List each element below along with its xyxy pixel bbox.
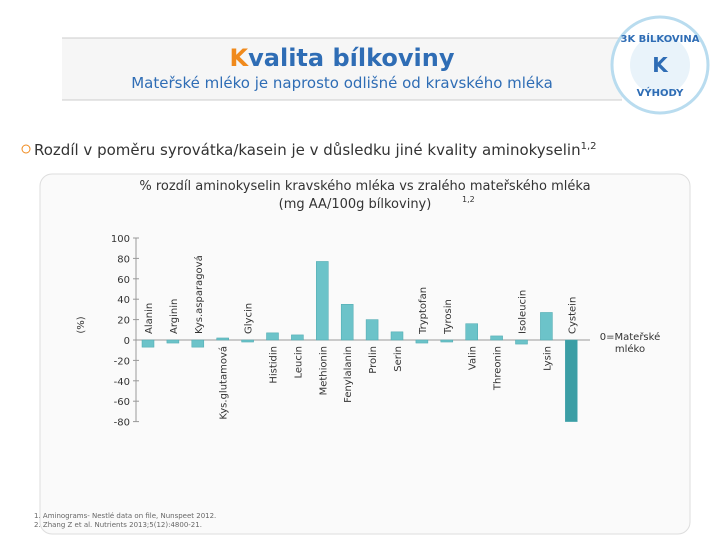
y-axis-label: (%) bbox=[76, 316, 87, 333]
bar bbox=[266, 332, 279, 341]
y-tick-label: 20 bbox=[117, 316, 130, 327]
y-tick-label: -20 bbox=[114, 356, 130, 367]
bar bbox=[241, 339, 254, 343]
x-tick-label: Cystein bbox=[567, 297, 578, 334]
bar bbox=[216, 337, 229, 341]
x-tick-label: Glycin bbox=[244, 303, 255, 334]
chart-title: % rozdíl aminokyselin kravského mléka vs… bbox=[139, 179, 590, 194]
y-tick-label: 80 bbox=[117, 254, 130, 265]
bar bbox=[440, 339, 454, 343]
bar bbox=[340, 304, 354, 341]
y-tick-label: 60 bbox=[117, 275, 130, 286]
x-tick-label: Threonin bbox=[493, 346, 504, 391]
x-tick-label: Fenylalanin bbox=[343, 346, 354, 403]
x-tick-label: Leucin bbox=[293, 346, 304, 379]
x-tick-label: Isoleucin bbox=[518, 290, 529, 334]
y-tick-label: 100 bbox=[111, 234, 130, 245]
bullet-sup: 1,2 bbox=[580, 141, 597, 152]
header-box bbox=[62, 38, 622, 100]
x-tick-label: Prolin bbox=[368, 346, 379, 374]
note: 0=Mateřské bbox=[600, 331, 660, 343]
logo-top: 3K BÍLKOVINA bbox=[620, 32, 699, 45]
x-tick-label: Alanin bbox=[144, 303, 155, 334]
bar bbox=[316, 261, 329, 341]
bullet: Rozdíl v poměru syrovátka/kasein je v dů… bbox=[34, 141, 596, 159]
bar bbox=[490, 335, 503, 341]
x-tick-label: Tryptofan bbox=[418, 287, 429, 335]
title: Kvalita bílkoviny bbox=[229, 44, 455, 72]
y-tick-label: 40 bbox=[117, 295, 130, 306]
chart-title: (mg AA/100g bílkoviny) bbox=[279, 197, 432, 212]
footnote: 1. Aminograms- Nestlé data on file, Nuns… bbox=[34, 512, 216, 520]
subtitle: Mateřské mléko je naprosto odlišné od kr… bbox=[131, 74, 553, 92]
bar bbox=[390, 331, 404, 341]
chart-panel bbox=[39, 173, 691, 535]
x-tick-label: Methionin bbox=[318, 346, 329, 395]
x-tick-label: Kys.asparagová bbox=[193, 255, 205, 334]
bar bbox=[465, 323, 478, 341]
logo-inner bbox=[630, 35, 690, 95]
bullet-text: Rozdíl v poměru syrovátka/kasein je v dů… bbox=[34, 141, 581, 159]
x-tick-label: Kys.glutamová bbox=[218, 346, 230, 420]
x-tick-label: Lysin bbox=[542, 346, 553, 371]
bar bbox=[515, 339, 528, 345]
bar bbox=[365, 319, 379, 341]
y-tick-label: 0 bbox=[124, 336, 130, 347]
x-tick-label: Serin bbox=[393, 346, 404, 372]
y-tick-label: -60 bbox=[114, 397, 130, 408]
y-tick-label: -80 bbox=[114, 418, 130, 429]
bar bbox=[141, 339, 155, 348]
y-tick-label: -40 bbox=[114, 377, 130, 388]
logo-bottom: VÝHODY bbox=[637, 86, 684, 99]
bar bbox=[191, 339, 205, 348]
chart-title-sup: 1,2 bbox=[462, 195, 475, 204]
logo-center: K bbox=[652, 53, 669, 77]
bar bbox=[166, 339, 180, 344]
bar bbox=[540, 312, 553, 341]
bar bbox=[291, 334, 304, 341]
x-tick-label: Tyrosin bbox=[443, 299, 454, 335]
bar bbox=[415, 339, 429, 344]
x-tick-label: Valin bbox=[468, 346, 479, 370]
note: mléko bbox=[615, 343, 645, 355]
bullet-icon bbox=[21, 144, 31, 154]
x-tick-label: Arginin bbox=[169, 299, 180, 334]
footnote: 2. Zhang Z et al. Nutrients 2013;5(12):4… bbox=[34, 521, 202, 529]
x-tick-label: Histidin bbox=[269, 346, 280, 384]
bar bbox=[565, 339, 578, 422]
